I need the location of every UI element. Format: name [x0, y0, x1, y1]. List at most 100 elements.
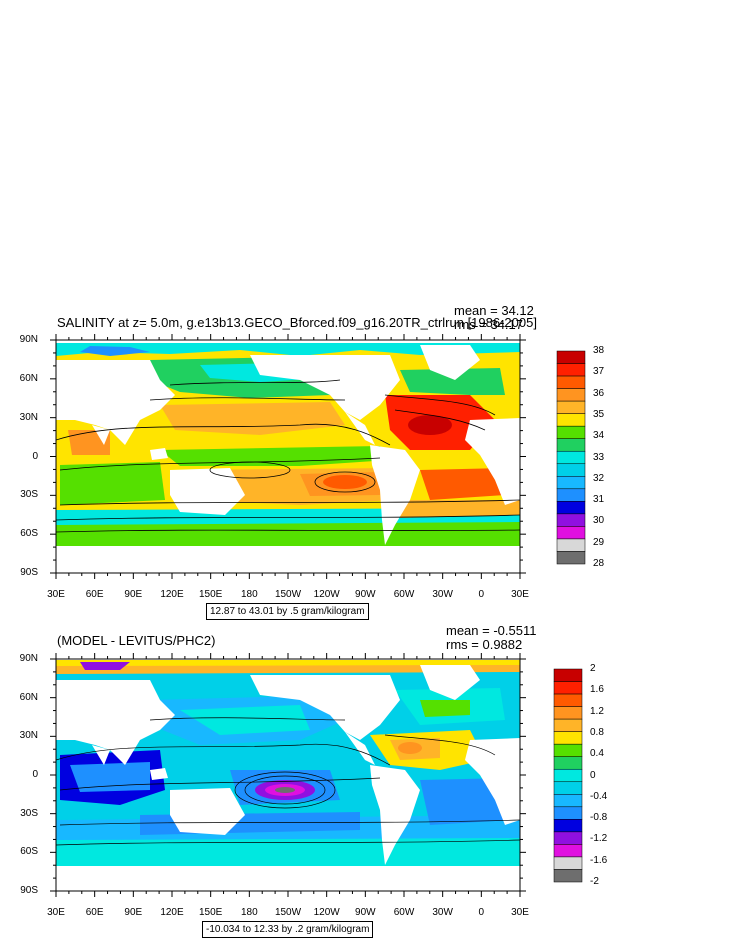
colorbar-swatch	[553, 869, 583, 883]
panel2-lon-label: 90W	[355, 907, 376, 918]
panel2-lon-label: 120W	[313, 907, 340, 918]
panel2-colorbar-label: 1.6	[590, 684, 604, 696]
colorbar-swatch	[556, 501, 586, 515]
panel1-colorbar-label: 38	[593, 345, 605, 356]
panel1-range-note: 12.87 to 43.01 by .5 gram/kilogram	[206, 603, 369, 620]
panel2-lon-label: 150W	[274, 907, 302, 918]
colorbar-swatch	[553, 681, 583, 695]
panel2-colorbar-label: -0.8	[590, 812, 608, 824]
panel2-lat-label: 30N	[19, 730, 38, 742]
panel1-lon-label: 0	[478, 589, 485, 600]
panel2-colorbar	[553, 668, 583, 883]
panel1-colorbar-label: 30	[593, 515, 605, 527]
panel1-colorbar-label: 33	[593, 451, 605, 463]
colorbar-swatch	[556, 363, 586, 377]
colorbar-swatch	[553, 781, 583, 795]
panel1-lon-label: 30E	[47, 589, 65, 600]
colorbar-swatch	[553, 768, 583, 783]
colorbar-swatch	[556, 400, 586, 414]
panel1-lon-label: 60W	[393, 589, 415, 600]
colorbar-swatch	[556, 476, 586, 490]
colorbar-swatch	[556, 538, 586, 552]
colorbar-swatch	[556, 388, 586, 402]
panel2-mean: mean = -0.5511	[446, 623, 537, 638]
panel2-colorbar-label: 0.4	[590, 748, 604, 760]
colorbar-swatch	[553, 718, 583, 732]
colorbar-swatch	[553, 693, 583, 707]
panel1-title: SALINITY at z= 5.0m, g.e13b13.GECO_Bforc…	[57, 315, 537, 330]
colorbar-swatch	[553, 794, 583, 808]
colorbar-swatch	[556, 413, 586, 427]
colorbar-swatch	[553, 743, 583, 757]
panel2-colorbar-label: -1.6	[590, 854, 608, 866]
panel1-lon-label: 150E	[198, 589, 223, 600]
panel2-lat-label: 60S	[20, 846, 38, 858]
panel2-lon-label: 120E	[160, 907, 184, 918]
panel1-lat-label: 90S	[20, 567, 38, 578]
panel2-lat-label: 90S	[20, 885, 38, 896]
panel1-rms: rms = 34.17	[454, 317, 524, 332]
panel1-colorbar-label: 35	[593, 408, 605, 420]
colorbar-swatch	[553, 668, 583, 682]
panel2-rms: rms = 0.9882	[446, 637, 523, 652]
panel2-colorbar-label: -2	[590, 876, 599, 887]
panel2-lon-label: 60W	[393, 907, 415, 918]
colorbar-swatch	[553, 756, 583, 770]
panel1-lon-label: 120W	[313, 589, 340, 600]
panel2-range-note: -10.034 to 12.33 by .2 gram/kilogram	[202, 921, 374, 938]
panel2-colorbar-label: 0.8	[590, 726, 604, 738]
panel1-lon-label: 90W	[355, 589, 376, 600]
panel2-lat-label: 0	[32, 769, 38, 780]
panel1-colorbar-label: 28	[593, 558, 605, 569]
panel2-lon-label: 150E	[198, 907, 223, 918]
panel1-lon-label: 120E	[160, 589, 184, 600]
colorbar-swatch	[553, 806, 583, 820]
colorbar-swatch	[553, 856, 583, 870]
colorbar-swatch	[553, 731, 583, 745]
panel1-lon-label: 180	[240, 589, 258, 600]
panel2-colorbar-label: 1.2	[590, 705, 604, 717]
colorbar-swatch	[553, 844, 583, 858]
colorbar-swatch	[556, 375, 586, 389]
colorbar-swatch	[556, 551, 586, 565]
panel1-axis-ticks	[50, 334, 526, 579]
panel1-lon-label: 30W	[432, 589, 453, 600]
panel2-lon-label: 60E	[85, 907, 104, 918]
colorbar-swatch	[553, 819, 583, 833]
panel2-colorbar-label: 2	[590, 663, 596, 674]
panel2-map	[55, 658, 521, 892]
panel1-mean: mean = 34.12	[454, 303, 534, 318]
colorbar-swatch	[556, 513, 586, 527]
panel1-lat-label: 0	[32, 450, 38, 462]
panel2-lon-label: 180	[240, 907, 258, 918]
panel2-lon-label: 0	[478, 907, 485, 918]
panel1-lon-label: 30E	[511, 589, 529, 600]
panel2-colorbar-label: -1.2	[590, 833, 608, 845]
panel1-lat-label: 30N	[19, 411, 38, 423]
colorbar-swatch	[556, 450, 586, 465]
panel1-lon-label: 90E	[124, 589, 143, 600]
panel2-lat-label: 90N	[19, 653, 38, 664]
panel2-title: (MODEL - LEVITUS/PHC2)	[57, 633, 216, 648]
panel1-colorbar-label: 36	[593, 387, 605, 399]
colorbar-swatch	[553, 831, 583, 845]
panel2-lat-label: 30S	[20, 807, 38, 819]
panel1-lon-label: 150W	[274, 589, 302, 600]
panel1-lat-label: 60S	[20, 528, 38, 540]
panel1-map	[55, 339, 521, 574]
panel1-colorbar-label: 37	[593, 366, 605, 378]
colorbar-swatch	[556, 526, 586, 540]
panel2-lon-label: 30E	[511, 907, 529, 918]
panel2-lon-label: 30E	[47, 907, 65, 918]
panel1-colorbar	[556, 350, 586, 565]
panel1-lat-label: 60N	[19, 372, 38, 384]
panel1-colorbar-label: 31	[593, 494, 605, 506]
panel2-lon-label: 90E	[124, 907, 143, 918]
panel1-lon-label: 60E	[85, 589, 104, 600]
panel1-lat-label: 30S	[20, 489, 38, 501]
panel1-colorbar-label: 34	[593, 430, 605, 442]
panel2-colorbar-label: 0	[590, 769, 596, 781]
colorbar-swatch	[553, 706, 583, 720]
colorbar-swatch	[556, 350, 586, 364]
